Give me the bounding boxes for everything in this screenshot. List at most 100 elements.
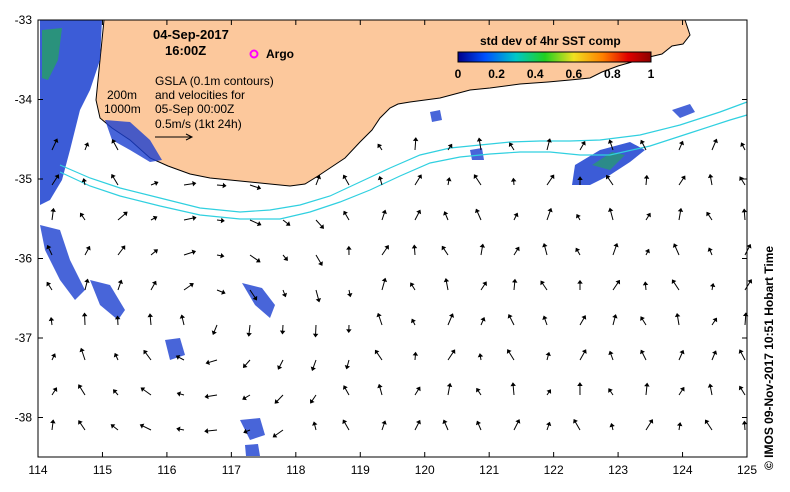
gsla-line-2: and velocities for — [155, 88, 245, 102]
credit-label: © IMOS 09-Nov-2017 10:51 Hobart Time — [762, 245, 776, 470]
velocity-arrow-head — [442, 419, 448, 425]
sst-patch-ne3 — [430, 110, 442, 122]
velocity-arrow-head — [415, 386, 421, 392]
x-tick-label: 124 — [673, 463, 693, 477]
velocity-arrow-head — [678, 140, 685, 146]
velocity-arrow-head — [577, 382, 583, 386]
velocity-arrow-head — [448, 313, 455, 318]
velocity-arrow-head — [51, 353, 57, 358]
velocity-arrow-head — [677, 207, 684, 213]
velocity-arrow-head — [179, 314, 186, 319]
velocity-arrow-head — [204, 428, 209, 434]
velocity-arrow-head — [706, 211, 711, 217]
velocity-arrow-head — [450, 349, 456, 354]
velocity-arrow-head — [709, 282, 716, 288]
sst-patch-mid1 — [242, 283, 275, 318]
velocity-arrow-head — [577, 279, 583, 284]
velocity-arrow-head — [192, 215, 197, 221]
velocity-arrow-head — [318, 261, 323, 266]
velocity-arrow-head — [475, 420, 481, 426]
velocity-arrow-head — [741, 420, 748, 425]
velocity-arrow-head — [476, 387, 481, 393]
velocity-arrow-head — [191, 249, 197, 255]
velocity-arrow-head — [377, 383, 383, 389]
velocity-arrow-head — [411, 244, 418, 249]
velocity-arrow-head — [309, 398, 315, 404]
reference-arrow-icon — [155, 133, 194, 141]
velocity-arrow-head — [319, 224, 324, 229]
x-tick-label: 118 — [286, 463, 305, 477]
velocity-arrow-head — [679, 349, 685, 355]
velocity-arrow-head — [741, 208, 748, 213]
velocity-arrow-head — [607, 139, 614, 144]
velocity-arrow-head — [110, 424, 116, 429]
velocity-arrow-head — [609, 422, 615, 428]
colorbar-tick-label: 0.8 — [604, 67, 621, 81]
velocity-arrow-head — [546, 138, 552, 143]
velocity-arrow-head — [608, 388, 613, 393]
contour-200m — [59, 101, 748, 213]
velocity-arrow-head — [46, 244, 52, 250]
velocity-arrow-head — [344, 365, 351, 370]
bathymetry-contours — [59, 101, 748, 220]
velocity-arrow-head — [211, 330, 217, 335]
velocity-arrow-head — [476, 137, 483, 142]
velocity-arrow-head — [474, 208, 481, 214]
velocity-arrow-head — [546, 389, 552, 394]
velocity-arrow-head — [279, 330, 286, 335]
velocity-arrow-head — [154, 180, 159, 186]
velocity-arrow-head — [315, 298, 322, 303]
velocity-arrow-head — [477, 353, 484, 358]
velocity-arrow-head — [110, 173, 116, 179]
velocity-arrow-head — [546, 421, 552, 427]
y-tick-label: -38 — [15, 411, 33, 425]
y-tick-label: -34 — [15, 93, 33, 107]
velocity-arrow-head — [381, 209, 387, 215]
velocity-arrow-head — [580, 141, 586, 146]
x-tick-label: 119 — [351, 463, 370, 477]
velocity-arrow-head — [712, 350, 718, 355]
velocity-arrow-head — [252, 295, 258, 301]
velocity-arrow-head — [738, 385, 744, 391]
y-tick-label: -37 — [15, 331, 33, 345]
velocity-arrow-head — [243, 428, 248, 434]
gsla-line-3: 05-Sep 00:00Z — [155, 102, 234, 116]
velocity-arrow-head — [285, 221, 291, 226]
velocity-arrow-head — [176, 391, 182, 397]
velocity-arrow-head — [712, 317, 718, 323]
x-axis: 114 115 116 117 118 119 120 121 122 123 124 125 — [28, 20, 757, 477]
colorbar-tick-label: 1 — [648, 67, 655, 81]
velocity-arrow-head — [176, 426, 181, 432]
velocity-arrow-head — [204, 393, 209, 400]
velocity-arrow-head — [117, 279, 123, 285]
sst-patch-east-green — [592, 152, 625, 170]
velocity-arrow-head — [411, 318, 416, 324]
velocity-arrow-head — [220, 252, 225, 259]
sst-patch-cape — [105, 120, 162, 162]
velocity-arrow-head — [441, 245, 447, 251]
velocity-arrow-head — [707, 173, 714, 179]
y-tick-label: -35 — [15, 172, 33, 186]
velocity-arrow-head — [510, 382, 516, 387]
velocity-arrow-head — [84, 278, 90, 283]
velocity-arrow-head — [640, 349, 645, 355]
velocity-arrow-head — [640, 139, 645, 145]
velocity-arrow-head — [312, 333, 319, 338]
velocity-arrow-head — [608, 207, 614, 213]
x-tick-label: 122 — [544, 463, 564, 477]
velocity-arrow-head — [377, 175, 384, 181]
velocity-arrow-head — [50, 419, 56, 424]
velocity-arrow-head — [648, 419, 654, 424]
velocity-arrow-head — [615, 279, 621, 285]
velocity-arrow-head — [415, 419, 421, 425]
velocity-arrow-head — [342, 174, 348, 180]
velocity-arrow-head — [679, 386, 685, 392]
velocity-arrow-head — [342, 419, 348, 425]
velocity-arrow-head — [153, 249, 158, 254]
velocity-arrow-head — [644, 248, 650, 254]
contour-1000m — [59, 114, 748, 220]
velocity-arrow-head — [417, 174, 422, 179]
date-label: 04-Sep-2017 — [153, 27, 229, 42]
velocity-arrow-head — [81, 312, 88, 317]
